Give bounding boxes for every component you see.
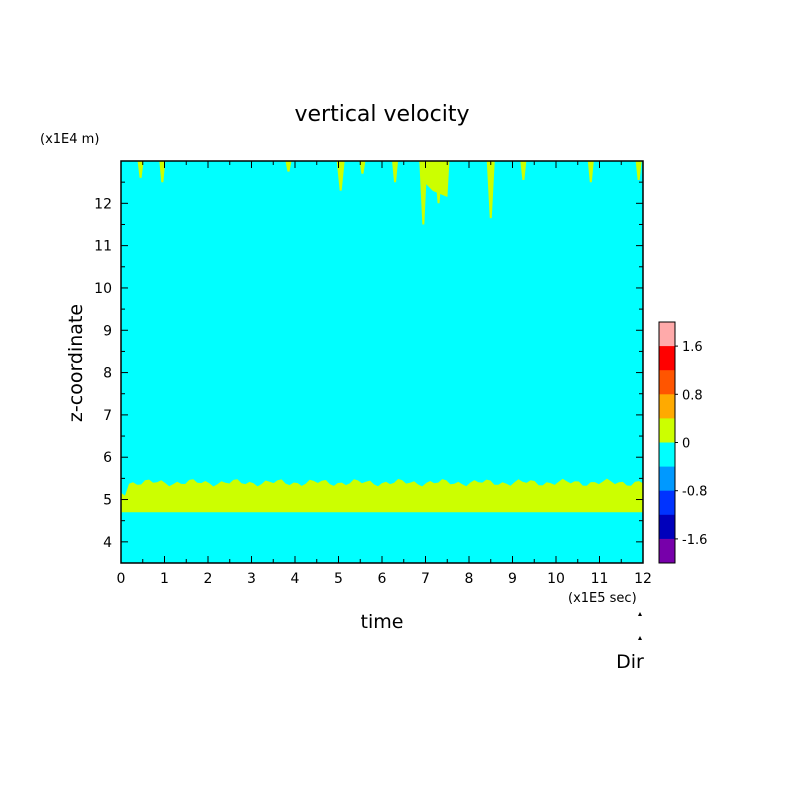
positive-velocity-band bbox=[121, 478, 643, 513]
upper-plume-10 bbox=[587, 161, 594, 183]
colorbar-swatch-4 bbox=[659, 418, 675, 443]
y-axis-label: z-coordinate bbox=[65, 304, 87, 422]
upper-plume-1 bbox=[159, 161, 166, 183]
colorbar-swatch-2 bbox=[659, 370, 675, 395]
y-tick-label-7: 11 bbox=[94, 239, 112, 255]
x-tick-label-0: 0 bbox=[117, 571, 126, 587]
upper-plume-8 bbox=[486, 161, 495, 219]
y-axis-unit: (x1E4 m) bbox=[40, 132, 99, 147]
x-tick-label-5: 5 bbox=[334, 571, 343, 587]
colorbar-swatch-1 bbox=[659, 346, 675, 371]
dir-annotation: Dir bbox=[616, 651, 644, 673]
x-tick-label-1: 1 bbox=[160, 571, 169, 587]
x-axis-unit: (x1E5 sec) bbox=[568, 591, 637, 606]
upper-plume-3 bbox=[336, 161, 345, 191]
y-tick-label-8: 12 bbox=[94, 196, 112, 212]
colorbar: 1.6 0.8 0 -0.8 -1.6 bbox=[658, 321, 707, 564]
y-tick-label-6: 10 bbox=[94, 281, 112, 297]
colorbar-label-4: -1.6 bbox=[682, 533, 707, 548]
upper-plume-0 bbox=[137, 161, 144, 178]
colorbar-label-3: -0.8 bbox=[682, 485, 707, 500]
upper-plume-9 bbox=[520, 161, 527, 180]
x-tick-label-8: 8 bbox=[465, 571, 474, 587]
x-axis: 0 1 2 3 4 5 6 7 8 9 10 11 12 bbox=[117, 161, 652, 587]
colorbar-swatch-7 bbox=[659, 490, 675, 516]
x-axis-label: time bbox=[361, 611, 404, 633]
y-axis: 4 5 6 7 8 9 10 11 12 bbox=[94, 181, 643, 564]
colorbar-swatch-5 bbox=[659, 442, 675, 468]
colorbar-label-1: 0.8 bbox=[682, 388, 703, 403]
y-tick-label-4: 8 bbox=[103, 366, 112, 382]
colorbar-label-2: 0 bbox=[682, 437, 690, 452]
upper-plume-4 bbox=[359, 161, 366, 174]
x-tick-label-7: 7 bbox=[421, 571, 430, 587]
colorbar-swatch-8 bbox=[659, 514, 675, 540]
y-tick-label-1: 5 bbox=[103, 493, 112, 509]
y-tick-label-3: 7 bbox=[103, 408, 112, 424]
x-tick-label-11: 11 bbox=[591, 571, 609, 587]
x-tick-label-2: 2 bbox=[204, 571, 213, 587]
y-tick-label-0: 4 bbox=[103, 535, 112, 551]
upper-plume-5 bbox=[392, 161, 399, 183]
plot-area bbox=[121, 161, 643, 563]
colorbar-swatch-6 bbox=[659, 466, 675, 492]
y-tick-label-5: 9 bbox=[103, 323, 112, 339]
upper-plume-11 bbox=[635, 161, 642, 180]
upper-plume-cluster-0 bbox=[418, 161, 450, 197]
upper-plume-2 bbox=[285, 161, 292, 172]
x-tick-label-9: 9 bbox=[508, 571, 517, 587]
y-tick-label-2: 6 bbox=[103, 450, 112, 466]
chart-title: vertical velocity bbox=[294, 102, 469, 127]
x-tick-label-10: 10 bbox=[547, 571, 565, 587]
colorbar-label-0: 1.6 bbox=[682, 340, 703, 355]
x-tick-label-6: 6 bbox=[378, 571, 387, 587]
colorbar-swatch-9 bbox=[659, 538, 675, 564]
x-tick-label-4: 4 bbox=[291, 571, 300, 587]
colorbar-swatch-0 bbox=[659, 322, 675, 347]
direction-arrow-icon bbox=[638, 612, 642, 640]
x-tick-label-12: 12 bbox=[634, 571, 652, 587]
x-tick-label-3: 3 bbox=[247, 571, 256, 587]
colorbar-swatch-3 bbox=[659, 394, 675, 419]
